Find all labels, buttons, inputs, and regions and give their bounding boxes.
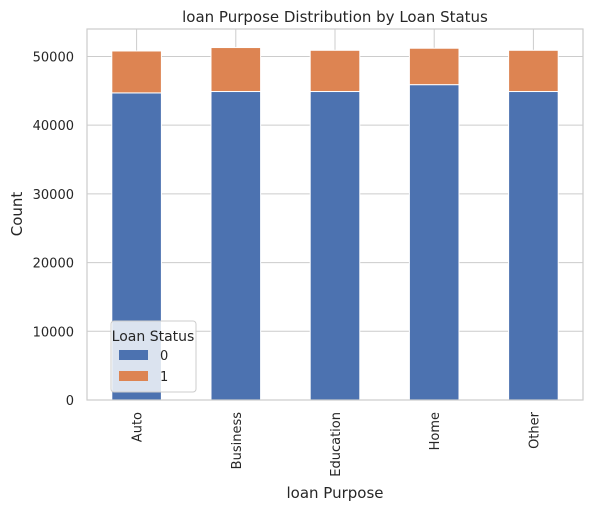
y-tick-label: 20000 — [33, 257, 74, 272]
legend: Loan Status 0 1 — [111, 321, 196, 392]
x-axis-label: loan Purpose — [286, 484, 383, 502]
chart-title: loan Purpose Distribution by Loan Status — [182, 8, 488, 26]
bar-education-status-1 — [310, 50, 360, 91]
bar-home-status-0 — [409, 85, 459, 400]
bar-education-status-0 — [310, 92, 360, 400]
legend-swatch-0 — [119, 350, 148, 360]
bar-business-status-0 — [211, 92, 261, 400]
y-tick-label: 40000 — [33, 119, 74, 134]
y-tick-label: 0 — [66, 394, 74, 409]
y-tick-labels: 0 10000 20000 30000 40000 50000 — [33, 50, 74, 409]
legend-swatch-1 — [119, 371, 148, 381]
y-tick-label: 50000 — [33, 50, 74, 65]
x-tick-labels: Auto Business Education Home Other — [131, 411, 543, 476]
bar-other-status-0 — [509, 92, 559, 400]
y-tick-label: 10000 — [33, 325, 74, 340]
legend-label-1: 1 — [160, 370, 168, 385]
bar-auto-status-1 — [112, 51, 162, 93]
y-axis-label: Count — [8, 192, 26, 237]
legend-title: Loan Status — [112, 329, 195, 345]
legend-label-0: 0 — [160, 349, 168, 364]
x-tick-label: Education — [329, 412, 344, 477]
x-tick-label: Other — [527, 411, 542, 449]
bar-business-status-1 — [211, 48, 261, 92]
bar-home-status-1 — [409, 48, 459, 84]
x-tick-label: Business — [230, 412, 245, 470]
x-tick-label: Auto — [131, 412, 146, 442]
y-tick-label: 30000 — [33, 188, 74, 203]
x-tick-label: Home — [428, 412, 443, 450]
bar-other-status-1 — [509, 50, 559, 91]
